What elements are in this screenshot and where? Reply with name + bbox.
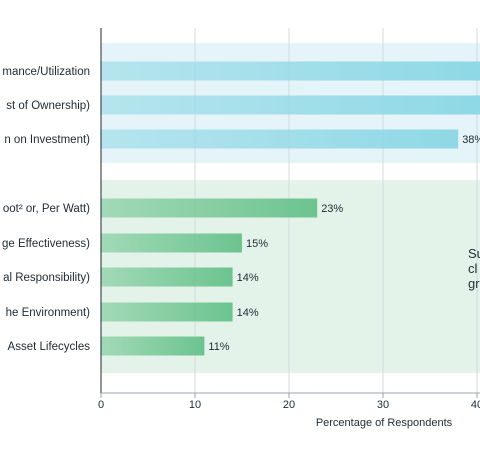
x-ticks: 0 10 20 30 40 bbox=[98, 393, 480, 411]
side-note-line: cl bbox=[468, 261, 478, 276]
category-label: st of Ownership) bbox=[6, 100, 90, 112]
bar bbox=[101, 198, 318, 218]
category-label: oot² or, Per Watt) bbox=[3, 203, 90, 215]
value-label: 15% bbox=[246, 238, 268, 250]
value-label: 14% bbox=[237, 272, 259, 284]
x-tick-label: 10 bbox=[189, 399, 201, 411]
side-note: Suclgr bbox=[468, 246, 480, 291]
bar bbox=[101, 302, 233, 322]
side-note-line: Su bbox=[468, 246, 480, 261]
value-label: 14% bbox=[237, 307, 259, 319]
x-tick-label: 30 bbox=[377, 399, 389, 411]
value-label: 38% bbox=[462, 134, 480, 146]
bars bbox=[101, 61, 480, 356]
x-axis-title: Percentage of Respondents bbox=[316, 417, 453, 429]
category-label: mance/Utilization bbox=[2, 66, 90, 78]
side-note-line: gr bbox=[468, 276, 480, 291]
category-label: ge Effectiveness) bbox=[2, 238, 90, 250]
x-tick-label: 20 bbox=[283, 399, 295, 411]
bar bbox=[101, 267, 233, 287]
value-label: 23% bbox=[321, 203, 343, 215]
category-label: al Responsibility) bbox=[3, 272, 90, 284]
category-label: n on Investment) bbox=[4, 134, 90, 146]
bar bbox=[101, 61, 480, 81]
bar bbox=[101, 95, 480, 115]
bar bbox=[101, 336, 205, 356]
bar bbox=[101, 233, 242, 253]
category-label: Asset Lifecycles bbox=[8, 341, 91, 353]
x-tick-label: 0 bbox=[98, 399, 104, 411]
x-tick-label: 40 bbox=[471, 399, 480, 411]
labels: mance/Utilization st of Ownership) n on In… bbox=[2, 66, 480, 353]
category-label: he Environment) bbox=[6, 307, 91, 319]
value-label: 11% bbox=[208, 341, 229, 353]
bar bbox=[101, 129, 459, 149]
